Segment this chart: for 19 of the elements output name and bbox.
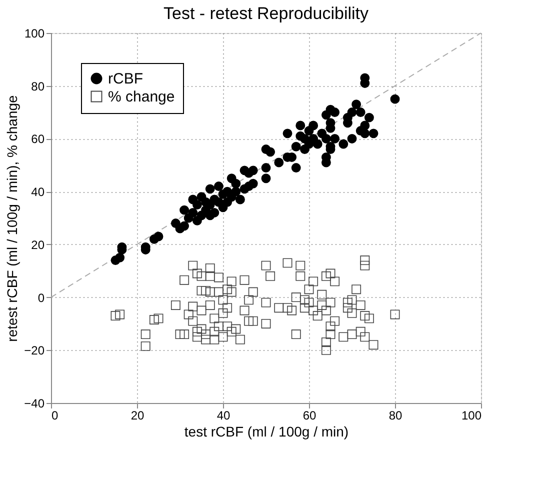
y-tick-label: 20 [31, 238, 45, 252]
y-tick-label: −20 [24, 344, 45, 358]
x-tick-label: 100 [461, 408, 482, 422]
chart-title: Test - retest Reproducibility [163, 4, 370, 23]
y-tick-label: 60 [31, 132, 45, 146]
y-tick-label: −40 [24, 396, 45, 410]
x-tick-label: 20 [130, 408, 144, 422]
y-tick-label: 80 [31, 79, 45, 94]
y-tick-label: 100 [24, 26, 45, 40]
y-tick-label: 0 [38, 290, 45, 305]
x-tick-label: 0 [52, 408, 58, 422]
y-axis-title: retest rCBF (ml / 100g / min), % change [4, 94, 20, 342]
x-axis-title: test rCBF (ml / 100g / min) [184, 424, 349, 440]
x-tick-label: 80 [388, 408, 402, 422]
legend-label: % change [108, 88, 175, 106]
y-tick-label: 40 [31, 185, 45, 200]
legend-label: rCBF [108, 70, 143, 88]
x-tick-label: 60 [302, 408, 316, 422]
x-tick-label: 40 [216, 408, 230, 422]
